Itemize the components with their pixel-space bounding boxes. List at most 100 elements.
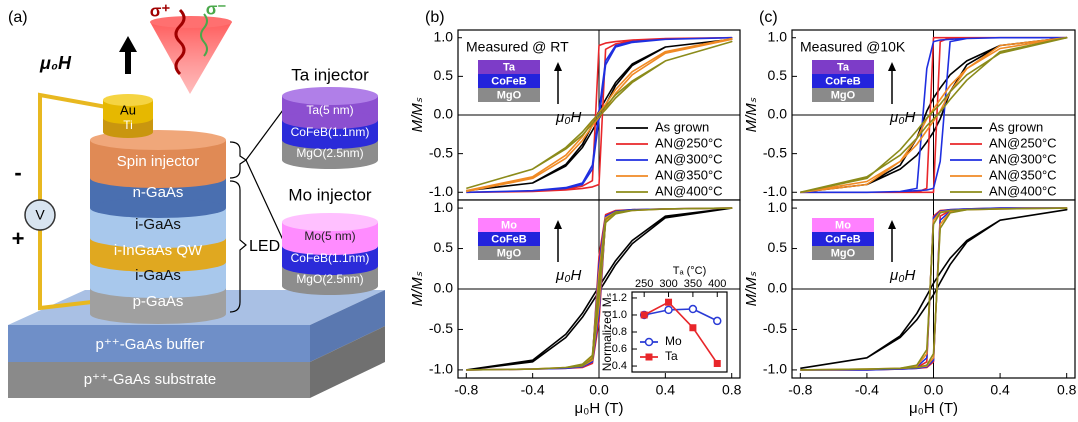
annotation-box	[462, 36, 576, 58]
substrate-side	[310, 326, 385, 398]
stack-layer	[478, 246, 540, 260]
voltmeter-label: V	[35, 207, 45, 223]
legend-label: AN@250°C	[989, 135, 1057, 150]
injector-top	[282, 213, 378, 231]
y-tick-label: 1.0	[612, 309, 627, 321]
y-tick-label: -1.0	[429, 361, 453, 377]
y-axis-label: M/Mₛ	[743, 97, 760, 132]
y-tick-label: 0.0	[768, 106, 788, 122]
y-tick-label: -1.0	[429, 183, 453, 199]
y-tick-label: -1.0	[763, 183, 787, 199]
y-tick-label: 0.6	[612, 343, 627, 355]
legend-label: As grown	[655, 119, 709, 134]
series-line	[800, 36, 1068, 194]
stack-layer	[812, 246, 874, 260]
legend-label: AN@250°C	[655, 135, 723, 150]
stack-layer	[812, 232, 874, 246]
x-tick-label: 250	[635, 278, 653, 290]
layer-label: Spin injector	[117, 153, 200, 170]
x-tick-label: 0.4	[656, 382, 676, 398]
y-tick-label: 0.8	[612, 326, 627, 338]
stack-label: CoFeB	[825, 75, 861, 87]
y-tick-label: 1.0	[434, 28, 454, 44]
layer	[90, 252, 226, 272]
plot-frame	[457, 199, 741, 379]
stack-label: MgO	[831, 89, 856, 101]
injector-layer	[282, 277, 378, 295]
x-axis-label: μ₀H (T)	[574, 400, 623, 417]
stack-layer	[478, 232, 540, 246]
sigma-minus: σ⁻	[206, 0, 227, 18]
stack-label: Mo	[835, 219, 851, 231]
stack-layer	[478, 74, 540, 88]
injector-layer-label: MgO(2.5nm)	[296, 272, 363, 286]
stack-layer	[812, 88, 874, 102]
x-tick-label: 0.8	[722, 382, 742, 398]
plot-frame	[631, 291, 728, 373]
legend-label: AN@350°C	[655, 167, 723, 182]
injector-layer-label: MgO(2.5nm)	[296, 146, 363, 160]
series-line	[466, 207, 733, 371]
annotation: Measured @ RT	[466, 39, 569, 55]
x-tick-label: 0.0	[589, 382, 609, 398]
x-tick-label: 350	[684, 278, 702, 290]
legend-marker	[644, 337, 654, 347]
axis-title: Tₐ (°C)	[673, 265, 707, 277]
injector-layer	[282, 237, 378, 255]
y-tick-label: -0.5	[763, 144, 787, 160]
y-tick-label: 0.0	[768, 280, 788, 296]
field-label: μ₀H	[889, 109, 916, 126]
field-label: μ₀H	[889, 267, 916, 284]
stack-label: MgO	[497, 89, 522, 101]
layer	[90, 228, 226, 248]
layer-label: n-GaAs	[133, 184, 184, 201]
field-arrowhead	[554, 220, 562, 229]
layer-label: p-GaAs	[133, 293, 184, 310]
x-tick-label: 300	[659, 278, 677, 290]
injector-layer	[282, 257, 378, 275]
electrode-label: Au	[120, 102, 136, 117]
layer-label: i-GaAs	[135, 267, 181, 284]
stack-layer	[812, 60, 874, 74]
field-arrowhead	[888, 62, 896, 71]
plot-frame	[791, 199, 1076, 379]
annotation: Measured @10K	[800, 39, 906, 55]
legend-marker	[645, 353, 653, 361]
connector	[245, 159, 284, 241]
stack-label: MgO	[497, 247, 522, 259]
wave	[174, 8, 186, 76]
x-tick-label: 0.4	[990, 382, 1010, 398]
layer	[90, 304, 226, 324]
injector-layer	[282, 111, 378, 129]
x-tick-label: 400	[708, 278, 726, 290]
y-tick-label: 1.0	[434, 199, 454, 215]
connector	[245, 109, 284, 161]
wave	[200, 13, 208, 57]
legend-label: Mo	[665, 334, 682, 348]
field-label: μ₀H	[555, 109, 582, 126]
point	[665, 298, 673, 306]
voltmeter	[24, 199, 56, 231]
legend-label: AN@400°C	[989, 183, 1057, 198]
injector-layer	[282, 151, 378, 169]
field-arrowhead	[888, 220, 896, 229]
y-tick-label: 0.5	[434, 67, 454, 83]
light-cone	[150, 22, 232, 94]
injector-title: Mo injector	[288, 185, 371, 204]
field-label: μ₀H	[39, 53, 72, 73]
brace	[229, 180, 247, 313]
point	[664, 305, 673, 315]
y-axis-label: M/Mₛ	[743, 271, 760, 306]
stack-label: Ta	[837, 61, 850, 73]
series-line	[644, 308, 718, 322]
minus-sign: -	[14, 160, 21, 185]
x-tick-label: -0.4	[855, 382, 879, 398]
y-tick-label: -0.5	[763, 320, 787, 336]
plus-sign: +	[12, 226, 25, 251]
y-tick-label: 1.2	[612, 292, 627, 304]
stack-label: Mo	[501, 219, 517, 231]
layer-label: i-GaAs	[135, 216, 181, 233]
stack-layer	[478, 218, 540, 232]
y-tick-label: 0.5	[768, 239, 788, 255]
y-axis-label: M/Mₛ	[409, 97, 426, 132]
